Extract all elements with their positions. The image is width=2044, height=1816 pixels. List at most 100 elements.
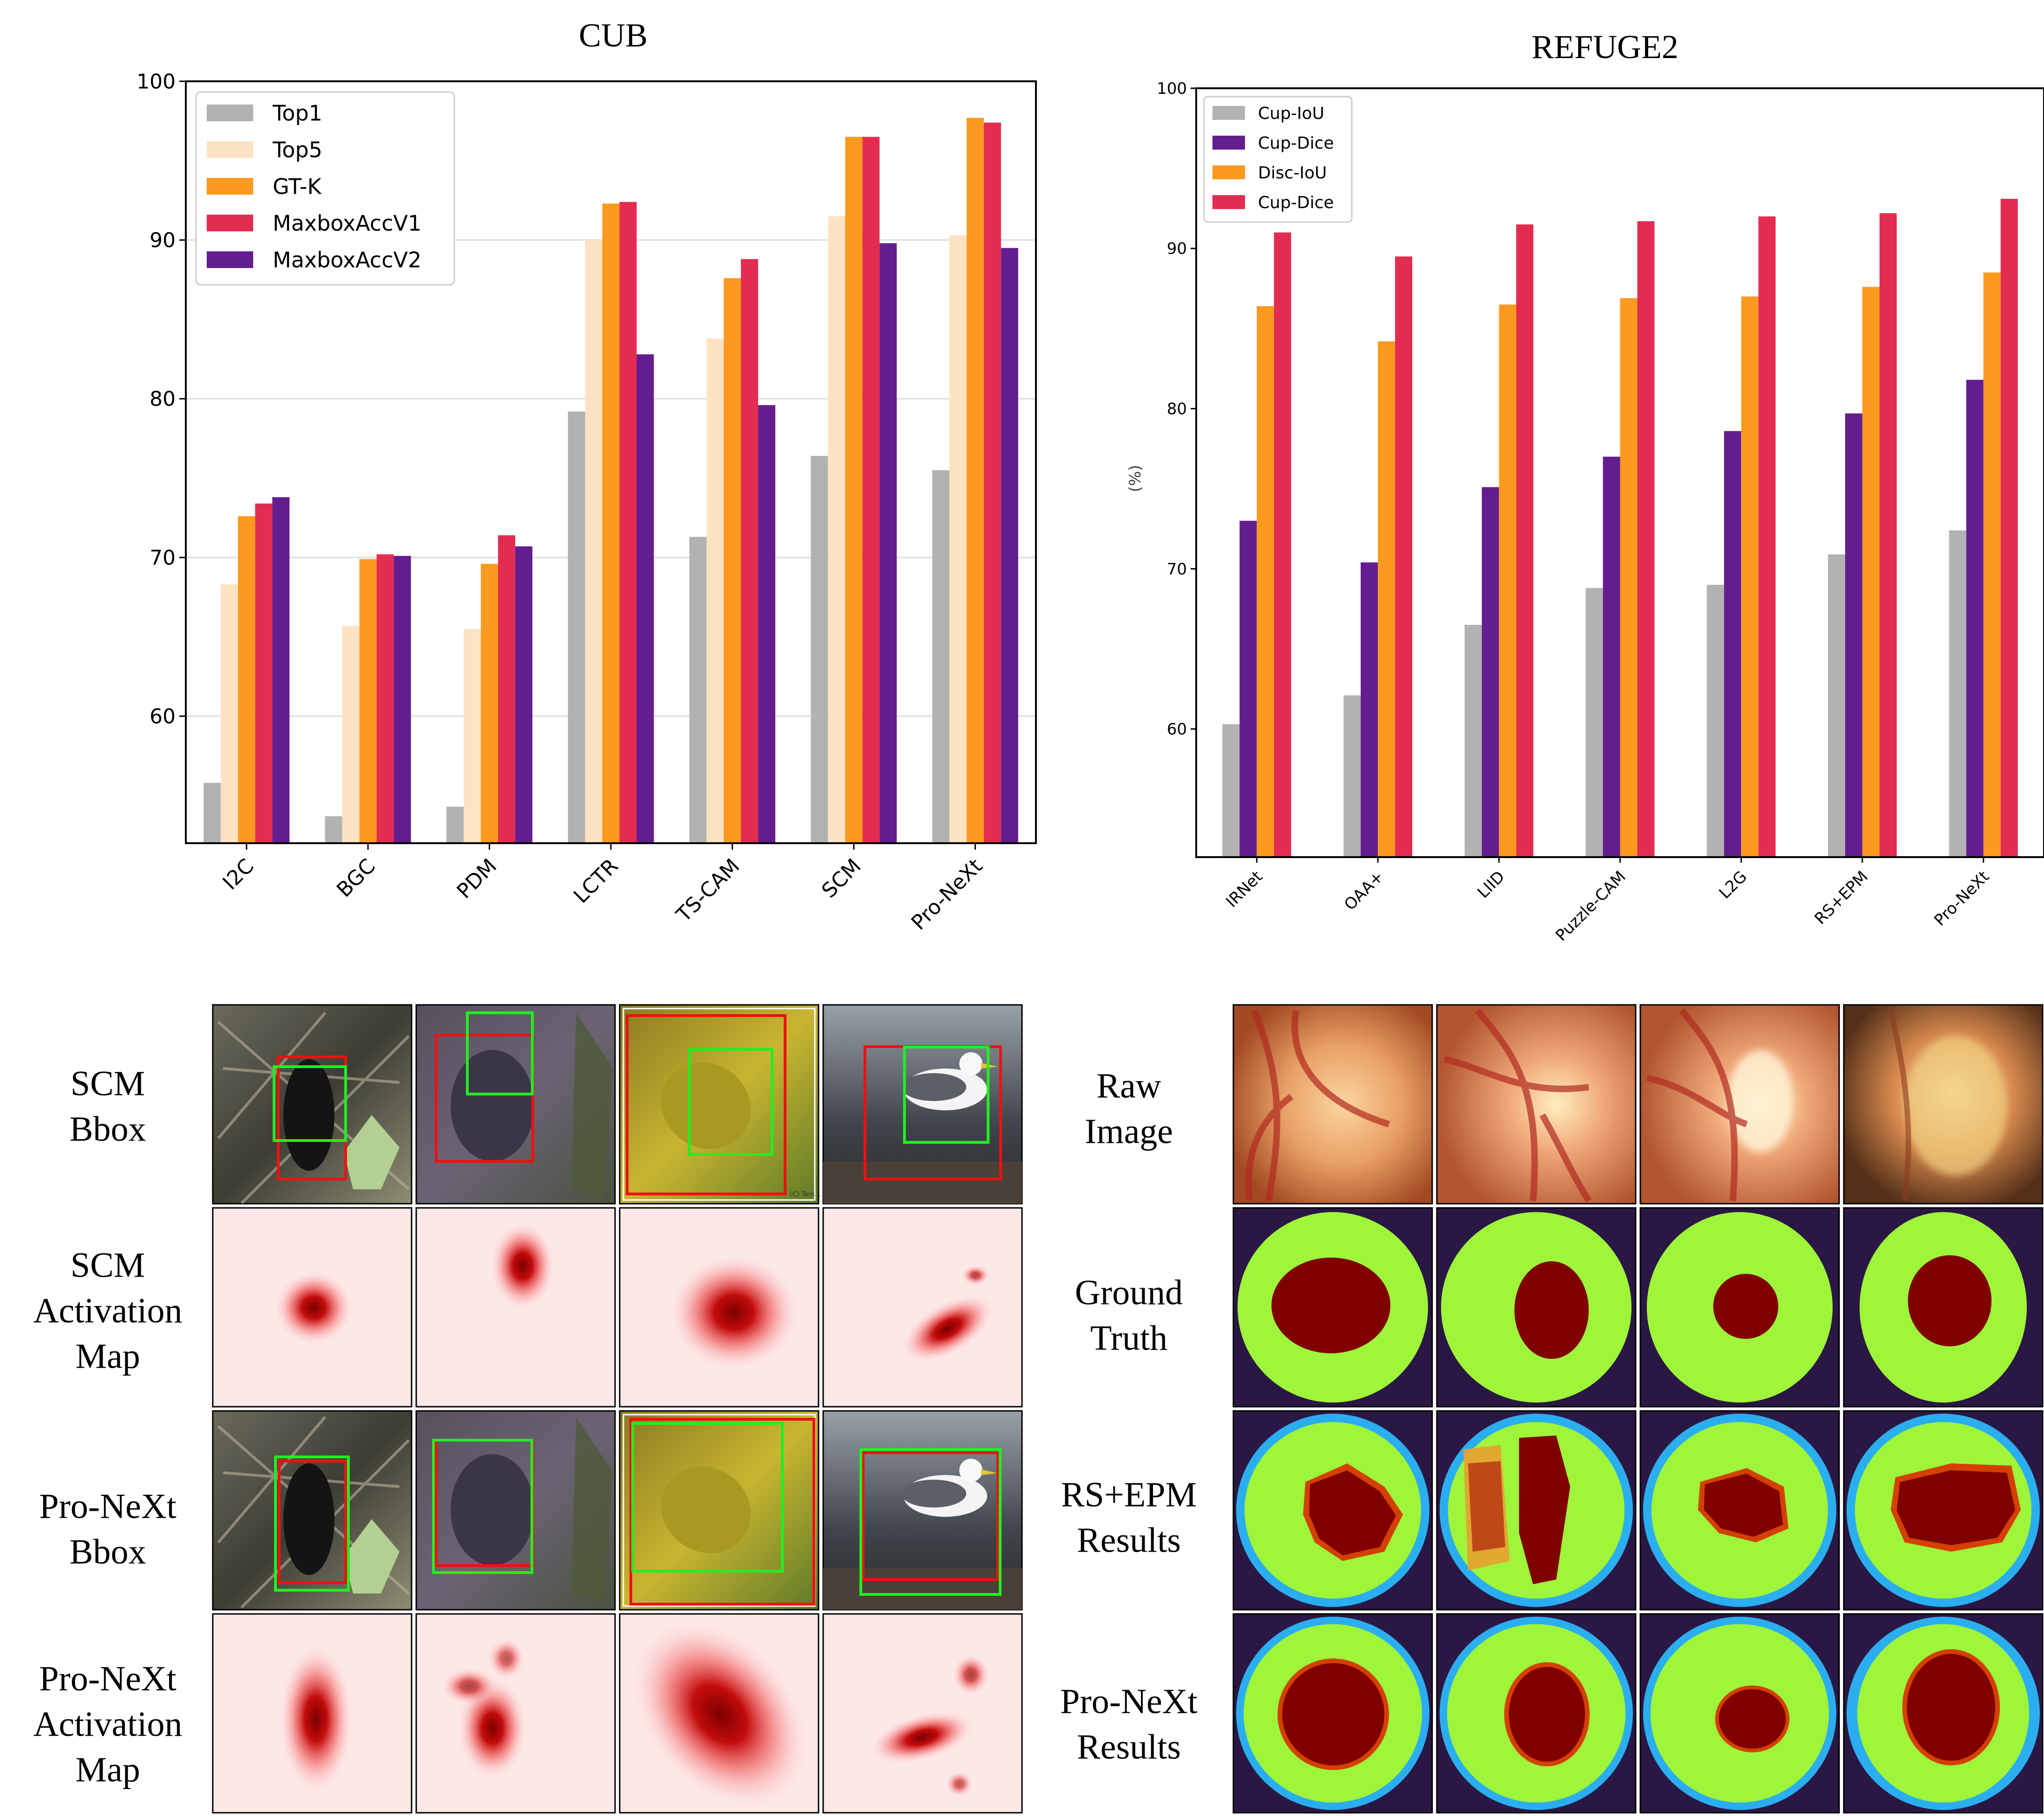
refuge-qualitative-panel: Raw Image Ground Truth RS+EPM Results Pro-NeXt… bbox=[1060, 1004, 2044, 1814]
raw-image-row bbox=[1232, 1004, 2044, 1205]
cub-chart-title: CUB bbox=[579, 17, 648, 54]
bar-I2C-Top1 bbox=[203, 783, 221, 843]
bar-SCM-GT-K bbox=[845, 137, 863, 843]
x-tick-label: LIID bbox=[1474, 867, 1508, 902]
row-label-line: Image bbox=[1085, 1112, 1173, 1151]
cub-legend: Top1 Top5 GT-K MaxboxAccV1 MaxboxAccV2 bbox=[195, 91, 455, 286]
bar-TS-CAM-MaxboxAccV1 bbox=[740, 259, 758, 843]
x-tick-label: Pro-NeXt bbox=[907, 854, 987, 935]
pronext-bbox-image-1 bbox=[212, 1410, 413, 1611]
refuge-bars bbox=[1222, 198, 2018, 858]
bar-OAA+-Disc-IoU bbox=[1378, 341, 1395, 858]
optic-cup bbox=[1282, 1663, 1384, 1765]
row-label-line: Bbox bbox=[70, 1533, 146, 1572]
activation-blob bbox=[490, 1222, 555, 1310]
x-tick-label: OAA+ bbox=[1341, 867, 1387, 914]
bar-L2G-Cup-Dice bbox=[1758, 216, 1776, 857]
bar-RS+EPM-Cup-Dice bbox=[1845, 413, 1862, 857]
pronext-activation-map-4 bbox=[822, 1613, 1023, 1814]
scm-activation-map-1 bbox=[212, 1207, 413, 1408]
watermark: (C) Tom... bbox=[790, 1191, 821, 1198]
bar-TS-CAM-Top1 bbox=[689, 537, 707, 843]
refuge-legend: Cup-IoU Cup-Dice Disc-IoU Cup-Dice bbox=[1203, 96, 1353, 223]
x-tick-label: RS+EPM bbox=[1811, 867, 1872, 928]
scm-bbox-image-1 bbox=[212, 1004, 413, 1205]
pronext-result-1 bbox=[1232, 1613, 1433, 1814]
refuge-chart-title: REFUGE2 bbox=[1532, 28, 1678, 66]
bar-IRNet-Cup-IoU bbox=[1222, 724, 1240, 857]
bar-LIID-Cup-Dice bbox=[1516, 224, 1533, 858]
bar-Pro-NeXt-Cup-IoU bbox=[1949, 530, 1966, 857]
bar-LCTR-Top5 bbox=[585, 240, 603, 843]
y-tick-label: 90 bbox=[150, 229, 176, 252]
ground-truth-4 bbox=[1843, 1207, 2044, 1408]
bar-I2C-MaxboxAccV1 bbox=[255, 503, 273, 843]
red-bbox bbox=[435, 1034, 534, 1163]
green-bbox bbox=[466, 1011, 534, 1095]
scm-bbox-image-2 bbox=[415, 1004, 616, 1205]
bar-Puzzle-CAM-Cup-IoU bbox=[1585, 588, 1603, 857]
bar-Puzzle-CAM-Disc-IoU bbox=[1620, 298, 1638, 858]
bar-BGC-Top5 bbox=[342, 625, 360, 843]
bar-IRNet-Cup-Dice bbox=[1274, 232, 1291, 857]
pronext-activation-map-1 bbox=[212, 1613, 413, 1814]
cub-qualitative-panel: SCM Bbox SCM Activation Map Pro-NeXt Bbox Pro-N… bbox=[33, 1004, 1023, 1814]
raw-fundus-1 bbox=[1232, 1004, 1433, 1205]
activation-blob bbox=[901, 1295, 994, 1363]
scm-activation-map-2 bbox=[415, 1207, 616, 1408]
bar-PDM-GT-K bbox=[481, 564, 498, 843]
bar-LCTR-MaxboxAccV1 bbox=[619, 202, 637, 844]
green-bbox bbox=[631, 1422, 784, 1573]
bar-I2C-MaxboxAccV2 bbox=[272, 497, 290, 843]
row-label-line: SCM bbox=[71, 1246, 145, 1285]
scm-bbox-row: (C) Tom... bbox=[212, 1004, 1023, 1205]
refuge-y-ticks: 60 70 80 90 100 bbox=[1157, 79, 1196, 739]
scm-activation-row bbox=[212, 1207, 1023, 1408]
bar-BGC-MaxboxAccV1 bbox=[376, 554, 394, 843]
activation-blob bbox=[274, 1271, 353, 1345]
row-label-line: Results bbox=[1077, 1728, 1181, 1767]
legend-label: Cup-Dice bbox=[1258, 134, 1334, 153]
bar-TS-CAM-GT-K bbox=[723, 278, 741, 843]
bar-L2G-Cup-IoU bbox=[1707, 584, 1724, 857]
bird-silhouette bbox=[661, 1062, 751, 1149]
bar-Pro-NeXt-Top5 bbox=[949, 235, 967, 844]
legend-label: Cup-IoU bbox=[1258, 104, 1324, 123]
green-bbox bbox=[903, 1046, 989, 1144]
x-tick-label: I2C bbox=[218, 854, 259, 895]
row-label-line: Results bbox=[1077, 1521, 1181, 1560]
y-tick-label: 100 bbox=[1157, 79, 1187, 98]
cub-x-ticks: I2C BGC PDM LCTR TS-CAM SCM Pro-NeXt bbox=[218, 843, 987, 935]
pronext-bbox-image-3 bbox=[619, 1410, 819, 1611]
x-tick-label: Puzzle-CAM bbox=[1552, 867, 1630, 945]
legend-label: Top1 bbox=[272, 101, 322, 126]
legend-label: MaxboxAccV1 bbox=[273, 211, 421, 236]
bar-Pro-NeXt-Disc-IoU bbox=[1983, 272, 2001, 857]
cub-legend-box bbox=[195, 91, 455, 286]
bird-silhouette bbox=[451, 1050, 534, 1161]
legend-swatch bbox=[1212, 136, 1245, 150]
x-tick-label: BGC bbox=[332, 854, 380, 902]
bar-RS+EPM-Cup-IoU bbox=[1828, 554, 1845, 857]
cub-y-ticks: 60 70 80 90 100 bbox=[137, 70, 186, 728]
bar-L2G-Cup-Dice bbox=[1724, 431, 1742, 857]
optic-cup bbox=[1519, 1436, 1570, 1584]
legend-swatch bbox=[207, 251, 253, 268]
bar-PDM-Top1 bbox=[446, 806, 464, 843]
bar-OAA+-Cup-Dice bbox=[1361, 562, 1378, 857]
legend-label: Cup-Dice bbox=[1258, 193, 1334, 212]
bar-OAA+-Cup-Dice bbox=[1395, 256, 1413, 857]
legend-label: Top5 bbox=[272, 138, 322, 163]
red-bbox bbox=[629, 1418, 815, 1606]
x-tick-label: Pro-NeXt bbox=[1931, 867, 1993, 930]
legend-label: GT-K bbox=[273, 174, 322, 199]
rsepm-result-2 bbox=[1436, 1410, 1637, 1611]
legend-swatch bbox=[1212, 165, 1245, 179]
optic-cup bbox=[1509, 1667, 1585, 1762]
bar-PDM-MaxboxAccV2 bbox=[515, 546, 533, 843]
y-tick-label: 60 bbox=[1167, 720, 1187, 739]
bar-SCM-Top1 bbox=[811, 456, 828, 843]
row-label-line: Map bbox=[75, 1337, 140, 1376]
red-bbox bbox=[278, 1460, 347, 1584]
